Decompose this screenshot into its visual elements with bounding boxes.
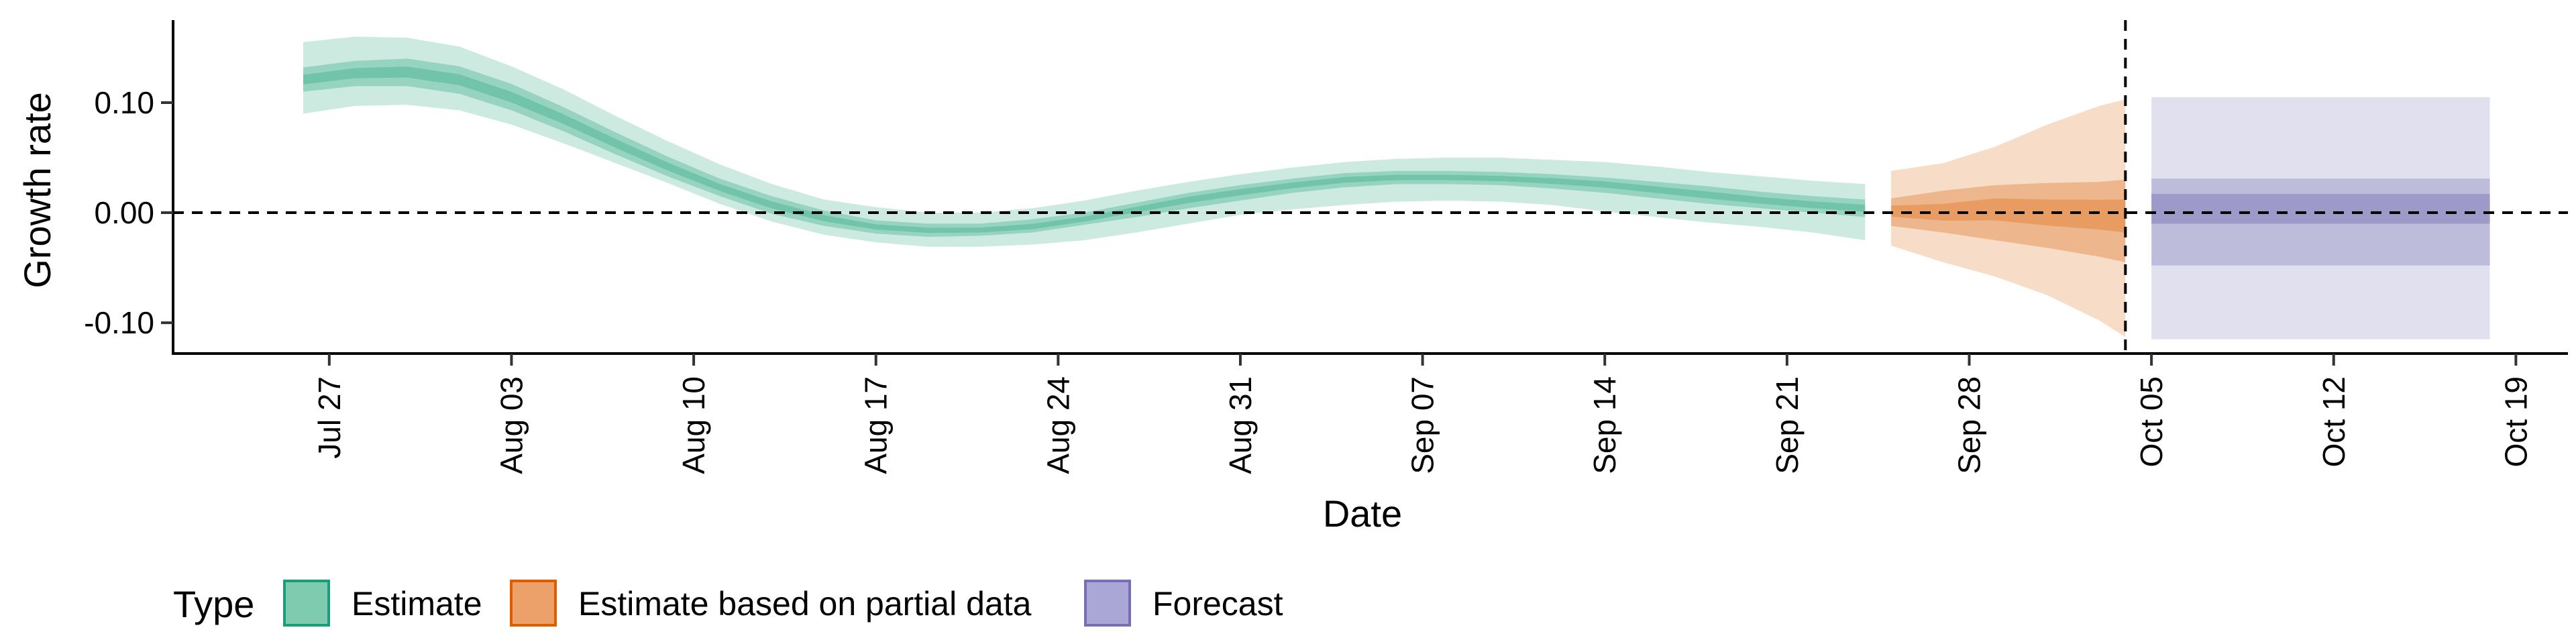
series-3-ci20-band (2151, 194, 2490, 224)
y-tick-label: 0.00 (94, 195, 154, 230)
x-tick-label: Oct 05 (2134, 376, 2169, 468)
series-1-ci20-band (303, 66, 1866, 233)
series-2-ci90-band (1891, 99, 2126, 337)
x-tick-label: Aug 10 (676, 376, 711, 474)
axes (172, 20, 2568, 355)
y-axis-title: Growth rate (16, 92, 58, 288)
x-tick-label: Sep 21 (1770, 376, 1805, 474)
chart-bands (303, 36, 2490, 339)
y-tick-label: -0.10 (84, 305, 154, 340)
x-tick-label: Aug 31 (1223, 376, 1258, 474)
legend-key-3 (1084, 580, 1131, 627)
y-axis-ticks: 0.10 0.00 -0.10 (84, 85, 173, 340)
x-tick-label: Sep 28 (1952, 376, 1987, 474)
y-tick-label: 0.10 (94, 85, 154, 120)
legend-label-1: Estimate (352, 585, 482, 623)
reference-lines (173, 20, 2568, 354)
x-tick-label: Jul 27 (312, 376, 347, 459)
legend-key-2 (510, 580, 557, 627)
x-axis-title: Date (1323, 492, 1402, 535)
series-2-ci20-band (1891, 198, 2126, 233)
x-tick-label: Aug 24 (1040, 376, 1075, 474)
legend-title: Type (173, 583, 254, 625)
legend: Type Estimate Estimate based on partial d… (173, 580, 1283, 627)
series-2-ci50-band (1891, 179, 2126, 262)
series-1-ci50-band (303, 58, 1866, 237)
x-tick-label: Sep 07 (1405, 376, 1440, 474)
x-tick-label: Oct 12 (2316, 376, 2351, 468)
x-tick-label: Aug 03 (494, 376, 529, 474)
x-tick-label: Oct 19 (2498, 376, 2533, 468)
x-axis-ticks: Jul 27 Aug 03 Aug 10 Aug 17 Aug 24 Aug 31 Sep … (312, 354, 2533, 474)
series-3-ci90-band (2151, 97, 2490, 339)
legend-label-2: Estimate based on partial data (578, 585, 1032, 623)
series-1-ci90-band (303, 36, 1866, 247)
series-3-ci50-band (2151, 178, 2490, 266)
x-tick-label: Sep 14 (1587, 376, 1622, 474)
legend-key-1 (283, 580, 330, 627)
legend-label-3: Forecast (1152, 585, 1283, 623)
x-tick-label: Aug 17 (859, 376, 894, 474)
